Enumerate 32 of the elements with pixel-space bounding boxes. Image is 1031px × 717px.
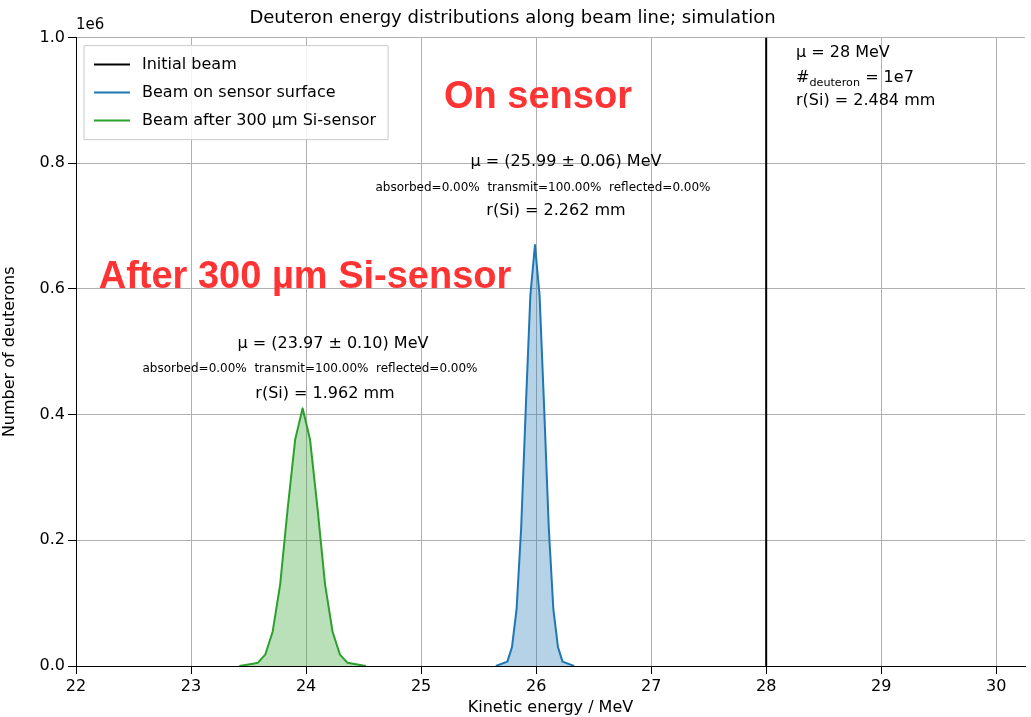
x-tick-label: 25	[410, 675, 432, 695]
x-tick-label: 28	[756, 675, 777, 695]
x-tick-label: 29	[871, 675, 892, 695]
legend-label: Beam after 300 µm Si-sensor	[142, 109, 377, 129]
y-tick-label: 0.2	[39, 529, 65, 549]
annotation: On sensor	[444, 74, 633, 117]
y-tick-label: 0.8	[39, 152, 65, 172]
annotation: absorbed=0.00% transmit=100.00% reflected=0.00%	[375, 180, 711, 195]
annotation: r(Si) = 2.262 mm	[486, 200, 626, 220]
y-tick-label: 0.6	[39, 278, 65, 298]
annotation: r(Si) = 1.962 mm	[255, 383, 395, 403]
annotation: After 300 µm Si-sensor	[98, 254, 512, 297]
y-tick-label: 0.0	[39, 655, 65, 675]
legend-label: Beam on sensor surface	[142, 81, 336, 101]
y-tick-label: 1.0	[39, 26, 65, 46]
x-axis-title: Kinetic energy / MeV	[467, 696, 634, 716]
annotation: μ = (23.97 ± 0.10) MeV	[237, 333, 429, 353]
x-tick-label: 26	[525, 675, 547, 695]
x-tick-label: 30	[986, 675, 1007, 695]
x-tick-label: 27	[640, 675, 662, 695]
y-tick-label: 0.4	[39, 403, 65, 423]
annotation: μ = (25.99 ± 0.06) MeV	[470, 151, 662, 171]
text: 1e6	[76, 15, 105, 34]
annotation: r(Si) = 2.484 mm	[796, 90, 936, 110]
legend-label: Initial beam	[142, 53, 237, 73]
x-tick-label: 24	[295, 675, 317, 695]
y-axis-title: Number of deuterons	[0, 266, 18, 438]
x-tick-label: 23	[180, 675, 202, 695]
annotation: μ = 28 MeV	[796, 42, 890, 62]
chart-title: Deuteron energy distributions along beam line; simulation	[249, 6, 776, 28]
annotation: absorbed=0.00% transmit=100.00% reflected=0.00%	[142, 361, 478, 376]
x-tick-label: 22	[65, 675, 87, 695]
